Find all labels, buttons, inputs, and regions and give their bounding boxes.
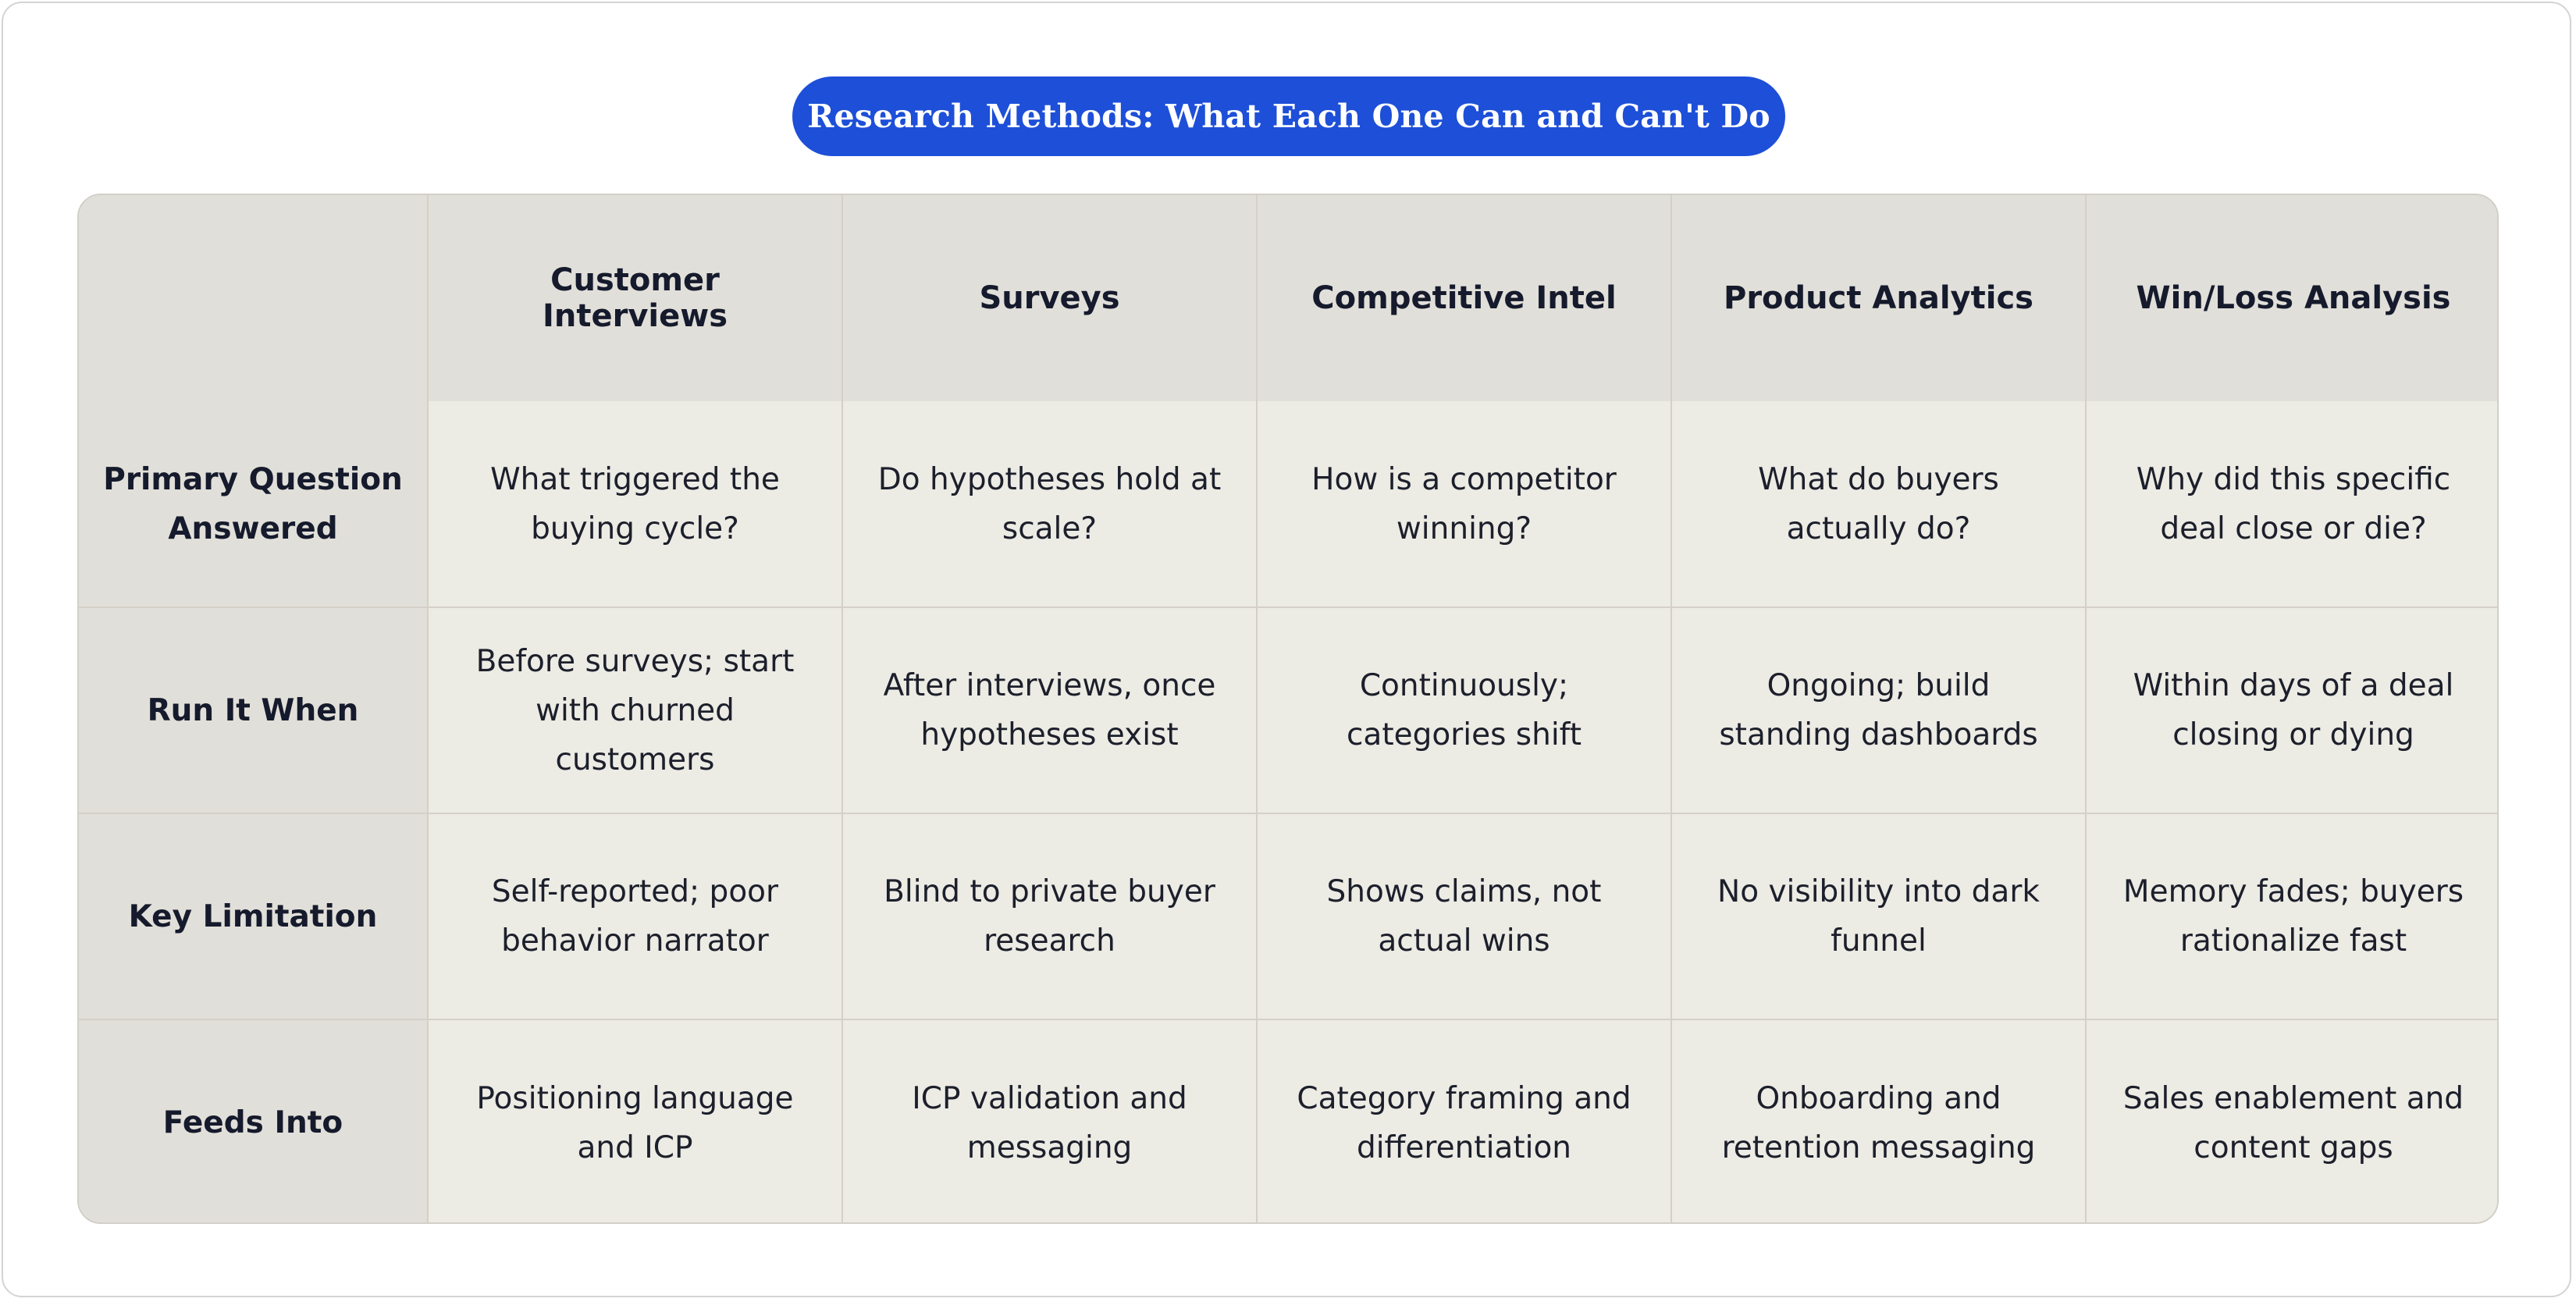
row-header-feeds-into: Feeds Into (79, 1019, 429, 1222)
table-cell: Shows claims, not actual wins (1256, 813, 1672, 1020)
table-cell: How is a competitor winning? (1256, 401, 1672, 608)
table-row-run-it-when: Run It When Before surveys; start with c… (79, 607, 2497, 814)
table-cell: Category framing and differentiation (1256, 1019, 1672, 1222)
table-cell: Continuously; categories shift (1256, 607, 1672, 814)
table-cell: Positioning language and ICP (427, 1019, 843, 1222)
column-header-product-analytics: Product Analytics (1670, 195, 2087, 401)
row-header-primary-question: Primary Question Answered (79, 401, 429, 608)
table-cell: Ongoing; build standing dashboards (1670, 607, 2087, 814)
table-cell: No visibility into dark funnel (1670, 813, 2087, 1020)
table-cell: ICP validation and messaging (841, 1019, 1258, 1222)
corner-cell (79, 195, 429, 401)
table-cell: Before surveys; start with churned custo… (427, 607, 843, 814)
table-cell: Sales enablement and content gaps (2085, 1019, 2497, 1222)
table-cell: What do buyers actually do? (1670, 401, 2087, 608)
table-row-key-limitation: Key Limitation Self-reported; poor behav… (79, 813, 2497, 1020)
table-cell: Onboarding and retention messaging (1670, 1019, 2087, 1222)
table-cell: What triggered the buying cycle? (427, 401, 843, 608)
column-header-competitive-intel: Competitive Intel (1256, 195, 1672, 401)
table-cell: Self-reported; poor behavior narrator (427, 813, 843, 1020)
row-header-run-it-when: Run It When (79, 607, 429, 814)
table-cell: Do hypotheses hold at scale? (841, 401, 1258, 608)
column-header-surveys: Surveys (841, 195, 1258, 401)
column-header-customer-interviews: Customer Interviews (427, 195, 843, 401)
table-row-feeds-into: Feeds Into Positioning language and ICP … (79, 1019, 2497, 1222)
table-cell: Within days of a deal closing or dying (2085, 607, 2497, 814)
comparison-table: Customer Interviews Surveys Competitive … (77, 194, 2499, 1224)
column-header-win-loss-analysis: Win/Loss Analysis (2085, 195, 2497, 401)
header-row: Customer Interviews Surveys Competitive … (79, 195, 2497, 401)
row-header-key-limitation: Key Limitation (79, 813, 429, 1020)
table-row-primary-question: Primary Question Answered What triggered… (79, 401, 2497, 608)
comparison-grid: Customer Interviews Surveys Competitive … (79, 195, 2497, 1222)
table-cell: Why did this specific deal close or die? (2085, 401, 2497, 608)
page-title: Research Methods: What Each One Can and … (792, 76, 1785, 156)
table-cell: After interviews, once hypotheses exist (841, 607, 1258, 814)
table-cell: Memory fades; buyers rationalize fast (2085, 813, 2497, 1020)
table-cell: Blind to private buyer research (841, 813, 1258, 1020)
